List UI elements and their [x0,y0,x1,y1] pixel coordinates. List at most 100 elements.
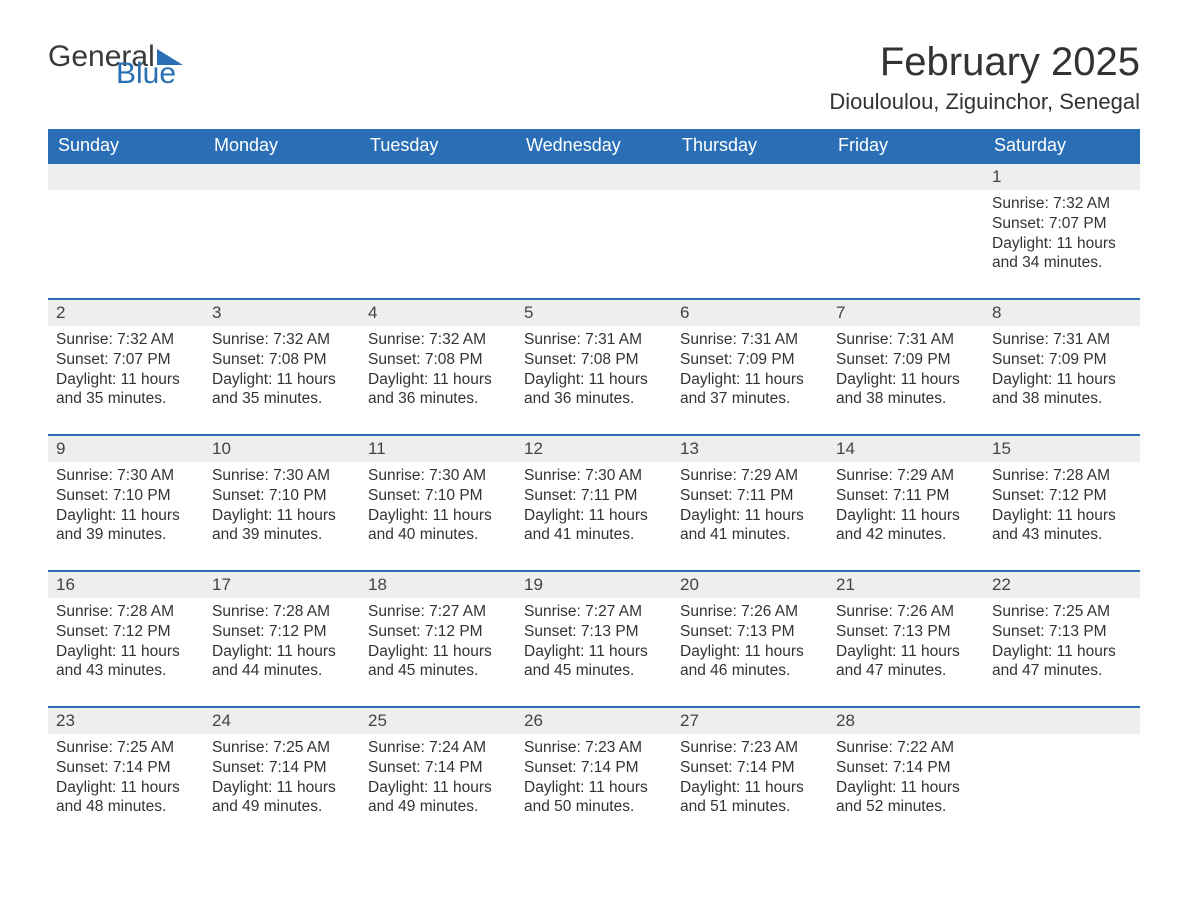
day-details [828,190,984,286]
location-subtitle: Diouloulou, Ziguinchor, Senegal [829,89,1140,115]
day-details: Sunrise: 7:29 AMSunset: 7:11 PMDaylight:… [672,462,828,558]
weekday-header: Thursday [672,129,828,162]
day-details: Sunrise: 7:32 AMSunset: 7:08 PMDaylight:… [360,326,516,422]
daylight-text-a: Daylight: 11 hours [368,642,508,662]
calendar-day-cell: 5Sunrise: 7:31 AMSunset: 7:08 PMDaylight… [516,286,672,422]
sunrise-text: Sunrise: 7:25 AM [56,738,196,758]
day-number: 22 [984,572,1140,598]
daylight-text-b: and 44 minutes. [212,661,352,681]
calendar-day-cell: 26Sunrise: 7:23 AMSunset: 7:14 PMDayligh… [516,694,672,830]
day-details: Sunrise: 7:28 AMSunset: 7:12 PMDaylight:… [204,598,360,694]
sunrise-text: Sunrise: 7:31 AM [836,330,976,350]
daylight-text-b: and 35 minutes. [212,389,352,409]
sunset-text: Sunset: 7:12 PM [992,486,1132,506]
day-details: Sunrise: 7:26 AMSunset: 7:13 PMDaylight:… [672,598,828,694]
day-details [516,190,672,286]
sunset-text: Sunset: 7:13 PM [524,622,664,642]
day-number: 5 [516,300,672,326]
daylight-text-a: Daylight: 11 hours [992,234,1132,254]
daylight-text-a: Daylight: 11 hours [212,642,352,662]
day-details: Sunrise: 7:31 AMSunset: 7:08 PMDaylight:… [516,326,672,422]
day-number: 8 [984,300,1140,326]
calendar-day-cell: 17Sunrise: 7:28 AMSunset: 7:12 PMDayligh… [204,558,360,694]
calendar-day-cell: 13Sunrise: 7:29 AMSunset: 7:11 PMDayligh… [672,422,828,558]
day-details: Sunrise: 7:32 AMSunset: 7:08 PMDaylight:… [204,326,360,422]
daylight-text-a: Daylight: 11 hours [524,506,664,526]
calendar-day-cell: 8Sunrise: 7:31 AMSunset: 7:09 PMDaylight… [984,286,1140,422]
daylight-text-b: and 36 minutes. [368,389,508,409]
day-number: 13 [672,436,828,462]
daylight-text-b: and 41 minutes. [524,525,664,545]
calendar-day-cell: 14Sunrise: 7:29 AMSunset: 7:11 PMDayligh… [828,422,984,558]
calendar-day-cell: 3Sunrise: 7:32 AMSunset: 7:08 PMDaylight… [204,286,360,422]
daylight-text-b: and 42 minutes. [836,525,976,545]
daylight-text-a: Daylight: 11 hours [992,506,1132,526]
daylight-text-b: and 35 minutes. [56,389,196,409]
calendar-table: SundayMondayTuesdayWednesdayThursdayFrid… [48,129,1140,830]
day-number: 2 [48,300,204,326]
daylight-text-b: and 49 minutes. [212,797,352,817]
calendar-day-cell: 22Sunrise: 7:25 AMSunset: 7:13 PMDayligh… [984,558,1140,694]
daylight-text-b: and 45 minutes. [524,661,664,681]
daylight-text-b: and 45 minutes. [368,661,508,681]
day-number [984,708,1140,734]
day-number: 9 [48,436,204,462]
day-details: Sunrise: 7:30 AMSunset: 7:10 PMDaylight:… [48,462,204,558]
sunrise-text: Sunrise: 7:28 AM [212,602,352,622]
sunrise-text: Sunrise: 7:22 AM [836,738,976,758]
daylight-text-b: and 48 minutes. [56,797,196,817]
day-number: 3 [204,300,360,326]
day-number [204,164,360,190]
calendar-week-row: 1Sunrise: 7:32 AMSunset: 7:07 PMDaylight… [48,162,1140,286]
daylight-text-a: Daylight: 11 hours [368,506,508,526]
calendar-day-cell: 16Sunrise: 7:28 AMSunset: 7:12 PMDayligh… [48,558,204,694]
calendar-day-cell: 20Sunrise: 7:26 AMSunset: 7:13 PMDayligh… [672,558,828,694]
sunrise-text: Sunrise: 7:31 AM [992,330,1132,350]
day-details: Sunrise: 7:26 AMSunset: 7:13 PMDaylight:… [828,598,984,694]
day-details: Sunrise: 7:28 AMSunset: 7:12 PMDaylight:… [984,462,1140,558]
sunset-text: Sunset: 7:08 PM [212,350,352,370]
sunrise-text: Sunrise: 7:25 AM [212,738,352,758]
sunset-text: Sunset: 7:11 PM [680,486,820,506]
calendar-day-cell: 12Sunrise: 7:30 AMSunset: 7:11 PMDayligh… [516,422,672,558]
daylight-text-b: and 47 minutes. [992,661,1132,681]
sunrise-text: Sunrise: 7:31 AM [524,330,664,350]
sunset-text: Sunset: 7:14 PM [524,758,664,778]
calendar-day-cell: 1Sunrise: 7:32 AMSunset: 7:07 PMDaylight… [984,162,1140,286]
daylight-text-b: and 40 minutes. [368,525,508,545]
day-number: 26 [516,708,672,734]
calendar-empty-cell [828,162,984,286]
calendar-empty-cell [204,162,360,286]
calendar-day-cell: 11Sunrise: 7:30 AMSunset: 7:10 PMDayligh… [360,422,516,558]
daylight-text-a: Daylight: 11 hours [56,506,196,526]
sunrise-text: Sunrise: 7:32 AM [212,330,352,350]
calendar-day-cell: 23Sunrise: 7:25 AMSunset: 7:14 PMDayligh… [48,694,204,830]
calendar-day-cell: 28Sunrise: 7:22 AMSunset: 7:14 PMDayligh… [828,694,984,830]
day-details [48,190,204,286]
daylight-text-b: and 52 minutes. [836,797,976,817]
day-details: Sunrise: 7:31 AMSunset: 7:09 PMDaylight:… [672,326,828,422]
weekday-header: Tuesday [360,129,516,162]
day-number: 18 [360,572,516,598]
sunrise-text: Sunrise: 7:26 AM [836,602,976,622]
day-details: Sunrise: 7:23 AMSunset: 7:14 PMDaylight:… [516,734,672,830]
daylight-text-a: Daylight: 11 hours [212,778,352,798]
day-details [984,734,1140,830]
daylight-text-a: Daylight: 11 hours [836,778,976,798]
sunset-text: Sunset: 7:12 PM [368,622,508,642]
day-details: Sunrise: 7:29 AMSunset: 7:11 PMDaylight:… [828,462,984,558]
calendar-week-row: 9Sunrise: 7:30 AMSunset: 7:10 PMDaylight… [48,422,1140,558]
logo-text-b: Blue [116,57,176,91]
sunset-text: Sunset: 7:14 PM [836,758,976,778]
sunset-text: Sunset: 7:12 PM [212,622,352,642]
sunset-text: Sunset: 7:09 PM [680,350,820,370]
sunset-text: Sunset: 7:11 PM [836,486,976,506]
calendar-day-cell: 15Sunrise: 7:28 AMSunset: 7:12 PMDayligh… [984,422,1140,558]
day-number: 1 [984,164,1140,190]
day-details: Sunrise: 7:23 AMSunset: 7:14 PMDaylight:… [672,734,828,830]
sunset-text: Sunset: 7:08 PM [368,350,508,370]
brand-logo: General Blue [48,40,183,74]
sunset-text: Sunset: 7:09 PM [836,350,976,370]
sunrise-text: Sunrise: 7:30 AM [56,466,196,486]
day-number: 21 [828,572,984,598]
